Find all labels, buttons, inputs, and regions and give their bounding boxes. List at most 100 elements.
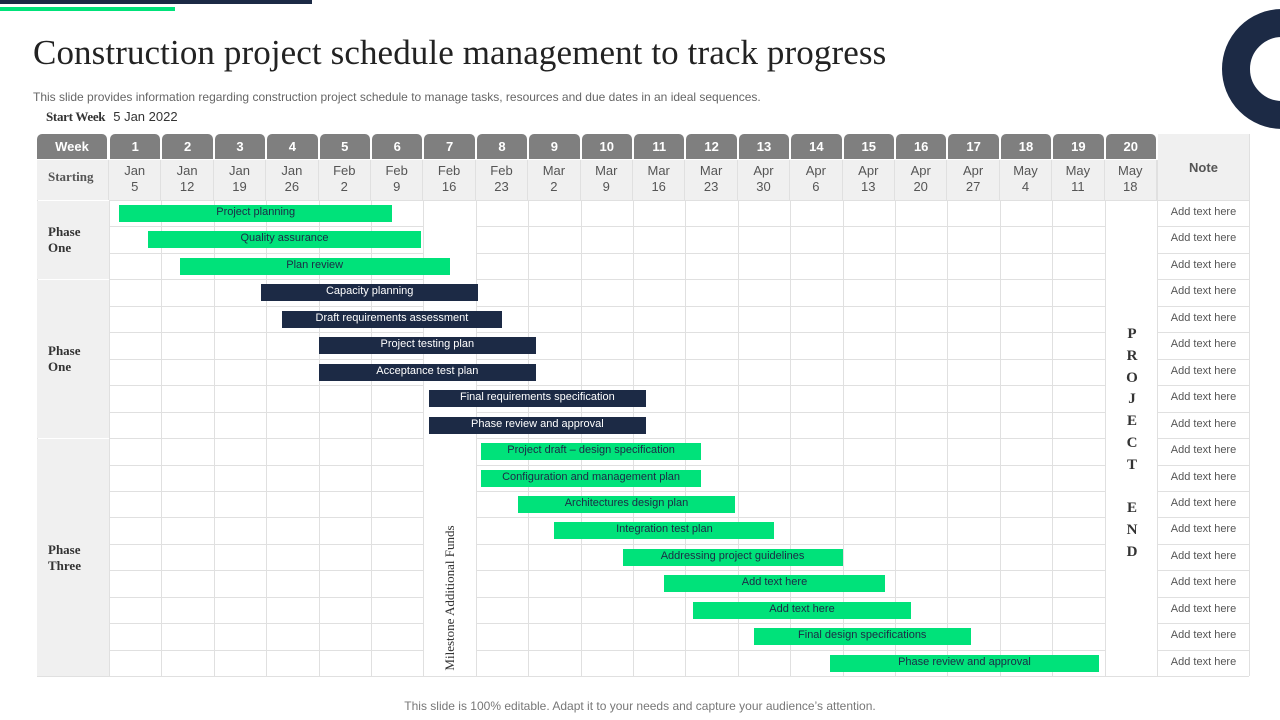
start-month: Mar bbox=[647, 163, 670, 178]
milestone-column bbox=[424, 201, 476, 677]
start-month: Mar bbox=[699, 163, 723, 178]
task-bar: Phase review and approval bbox=[428, 416, 647, 434]
grid-hline bbox=[109, 226, 1249, 228]
start-day: 6 bbox=[812, 179, 820, 194]
page-subtitle: This slide provides information regardin… bbox=[33, 90, 761, 104]
start-day: 11 bbox=[1071, 179, 1085, 194]
start-date: Jan 19 bbox=[213, 160, 267, 200]
start-date: Mar 2 bbox=[528, 160, 581, 200]
task-bar: Final requirements specification bbox=[428, 390, 647, 408]
grid-vline bbox=[895, 160, 896, 677]
week-number: 11 bbox=[634, 134, 685, 159]
grid-vline bbox=[1104, 160, 1106, 677]
start-day: 9 bbox=[602, 179, 610, 194]
task-bar: Project draft – design specification bbox=[481, 443, 702, 461]
start-month: Apr bbox=[962, 163, 984, 178]
grid-hline bbox=[109, 411, 1249, 413]
start-date: Jan 26 bbox=[266, 160, 319, 200]
grid-hline bbox=[109, 623, 1249, 625]
start-week-value: 5 Jan 2022 bbox=[113, 109, 178, 124]
top-accent-navy bbox=[0, 0, 312, 4]
week-number: 13 bbox=[738, 134, 790, 159]
grid-vline bbox=[1052, 160, 1054, 677]
note-text: Add text here bbox=[1170, 311, 1237, 324]
start-date: May 4 bbox=[999, 160, 1053, 200]
note-text: Add text here bbox=[1170, 629, 1237, 642]
start-day: 5 bbox=[131, 179, 139, 194]
project-end-letter: O bbox=[1126, 369, 1138, 386]
start-day: 20 bbox=[913, 179, 928, 194]
grid-hline bbox=[109, 305, 1249, 307]
week-number: 4 bbox=[267, 134, 318, 159]
grid-vline bbox=[737, 160, 739, 677]
project-end-letter: R bbox=[1126, 347, 1138, 364]
grid-vline bbox=[423, 200, 425, 677]
project-end-letter: D bbox=[1126, 543, 1138, 560]
start-date: May 11 bbox=[1052, 160, 1105, 200]
grid-hline bbox=[109, 438, 1249, 440]
project-end-letter: C bbox=[1126, 434, 1138, 451]
start-month: May bbox=[1065, 163, 1091, 178]
start-date: Apr 20 bbox=[895, 160, 948, 200]
start-month: Feb bbox=[437, 163, 461, 178]
grid-hline bbox=[109, 543, 1249, 545]
start-day: 16 bbox=[441, 179, 457, 194]
grid-vline bbox=[1157, 160, 1158, 677]
note-text: Add text here bbox=[1170, 338, 1237, 351]
start-date: Mar 23 bbox=[685, 160, 738, 200]
start-date: Feb 23 bbox=[475, 160, 529, 200]
phase-label-line: Phase bbox=[48, 541, 81, 557]
task-bar: Final design specifications bbox=[753, 628, 971, 646]
phase-label: Phase Three bbox=[37, 439, 109, 677]
grid-hline bbox=[109, 332, 1249, 334]
phase-label-line: One bbox=[48, 240, 72, 256]
grid-vline bbox=[161, 160, 163, 677]
week-number: 7 bbox=[424, 134, 475, 159]
start-week-label: Start Week bbox=[46, 109, 106, 124]
grid-vline bbox=[790, 160, 792, 677]
grid-hline bbox=[109, 490, 1249, 492]
task-bar: Draft requirements assessment bbox=[281, 310, 502, 328]
start-date: Apr 27 bbox=[947, 160, 1000, 200]
grid-hline bbox=[109, 596, 1249, 598]
task-bar: Integration test plan bbox=[554, 522, 775, 540]
week-number: 6 bbox=[372, 134, 423, 159]
start-day: 30 bbox=[756, 179, 771, 194]
grid-hline bbox=[109, 279, 1249, 281]
grid-hline bbox=[109, 676, 1249, 678]
grid-vline bbox=[109, 160, 110, 677]
grid-vline bbox=[475, 200, 477, 677]
week-number: 17 bbox=[948, 134, 999, 159]
week-number: 20 bbox=[1105, 134, 1156, 159]
phase-label-line: One bbox=[48, 359, 72, 375]
grid-hline bbox=[109, 200, 1249, 201]
grid-vline bbox=[213, 160, 215, 677]
start-month: Mar bbox=[595, 163, 618, 178]
phase-label: Phase One bbox=[37, 201, 109, 280]
start-month: Jan bbox=[124, 163, 146, 178]
start-day: 23 bbox=[494, 179, 509, 194]
start-month: Jan bbox=[281, 163, 303, 178]
note-text: Add text here bbox=[1170, 364, 1237, 377]
task-bar: Add text here bbox=[664, 575, 885, 593]
note-text: Add text here bbox=[1170, 470, 1237, 483]
task-bar: Quality assurance bbox=[148, 231, 421, 249]
start-day: 4 bbox=[1021, 179, 1030, 194]
start-date: Feb 2 bbox=[318, 160, 371, 200]
project-end-letter: T bbox=[1126, 456, 1137, 473]
project-end-letter: E bbox=[1126, 500, 1137, 517]
grid-vline bbox=[318, 160, 320, 677]
project-end-letter: J bbox=[1128, 391, 1136, 408]
start-date: Feb 9 bbox=[371, 160, 424, 200]
start-month: Feb bbox=[385, 163, 408, 178]
note-header: Note bbox=[1158, 134, 1249, 200]
start-date: Jan 5 bbox=[109, 160, 162, 200]
grid-hline bbox=[37, 676, 109, 678]
grid-hline bbox=[109, 385, 1249, 387]
week-number: 2 bbox=[162, 134, 213, 159]
start-month: Apr bbox=[753, 163, 774, 178]
week-number: 1 bbox=[110, 134, 161, 159]
start-month: May bbox=[1013, 163, 1038, 178]
start-day: 26 bbox=[284, 179, 300, 194]
